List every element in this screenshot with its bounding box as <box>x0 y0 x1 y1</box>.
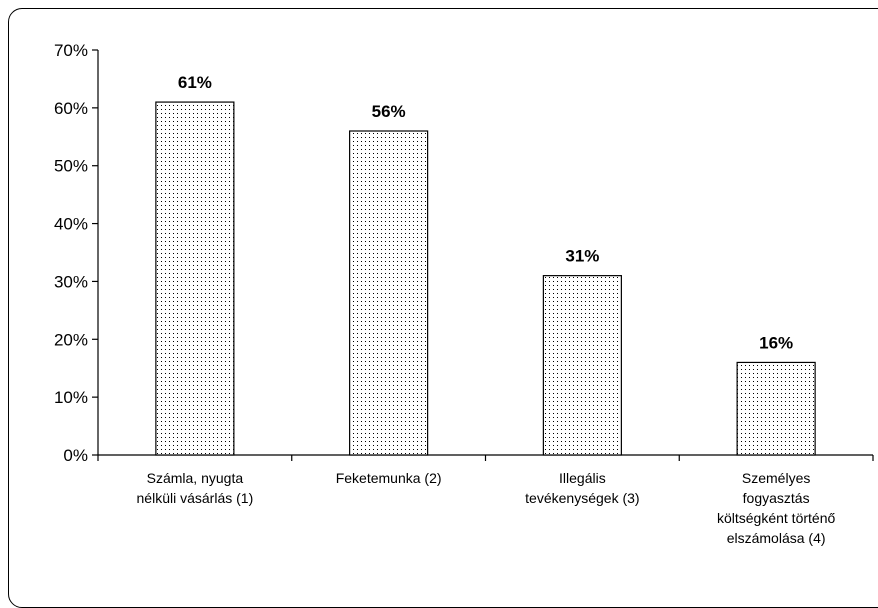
y-tick-label: 70% <box>54 41 88 60</box>
data-label: 16% <box>759 333 793 352</box>
category-label: Illegális tevékenységek (3) <box>525 470 639 506</box>
bar <box>736 361 816 456</box>
category-label: Számla, nyugta nélküli vásárlás (1) <box>137 470 254 506</box>
data-label: 56% <box>372 102 406 121</box>
category-label: Személyes fogyasztás költségként történő el… <box>717 470 836 546</box>
data-labels: 61% 56% 31% 16% <box>178 73 793 352</box>
category-label-line: Feketemunka (2) <box>336 470 442 486</box>
bars <box>155 101 816 456</box>
category-label: Feketemunka (2) <box>336 470 442 486</box>
y-tick-label: 20% <box>54 330 88 349</box>
bar <box>542 275 622 456</box>
bar <box>155 101 235 456</box>
y-tick-label: 0% <box>63 446 88 465</box>
category-label-line: tevékenységek (3) <box>525 490 639 506</box>
category-label-line: Illegális <box>559 470 606 486</box>
category-label-line: fogyasztás <box>743 490 810 506</box>
category-label-line: elszámolása (4) <box>727 530 826 546</box>
y-tick-label: 50% <box>54 157 88 176</box>
category-label-line: költségként történő <box>717 510 836 526</box>
data-label: 31% <box>565 247 599 266</box>
category-label-line: Személyes <box>742 470 810 486</box>
y-tick-label: 30% <box>54 272 88 291</box>
y-axis: 0% 10% 20% 30% 40% 50% 60% 70% <box>54 41 99 465</box>
bar-chart: 0% 10% 20% 30% 40% 50% 60% 70% Számla, nyugta né… <box>54 41 874 546</box>
category-label-line: nélküli vásárlás (1) <box>137 490 254 506</box>
x-axis: Számla, nyugta nélküli vásárlás (1) Fekete… <box>97 454 874 546</box>
y-tick-label: 10% <box>54 388 88 407</box>
data-label: 61% <box>178 73 212 92</box>
y-tick-label: 60% <box>54 99 88 118</box>
bar <box>349 130 429 456</box>
category-label-line: Számla, nyugta <box>147 470 244 486</box>
y-tick-label: 40% <box>54 215 88 234</box>
